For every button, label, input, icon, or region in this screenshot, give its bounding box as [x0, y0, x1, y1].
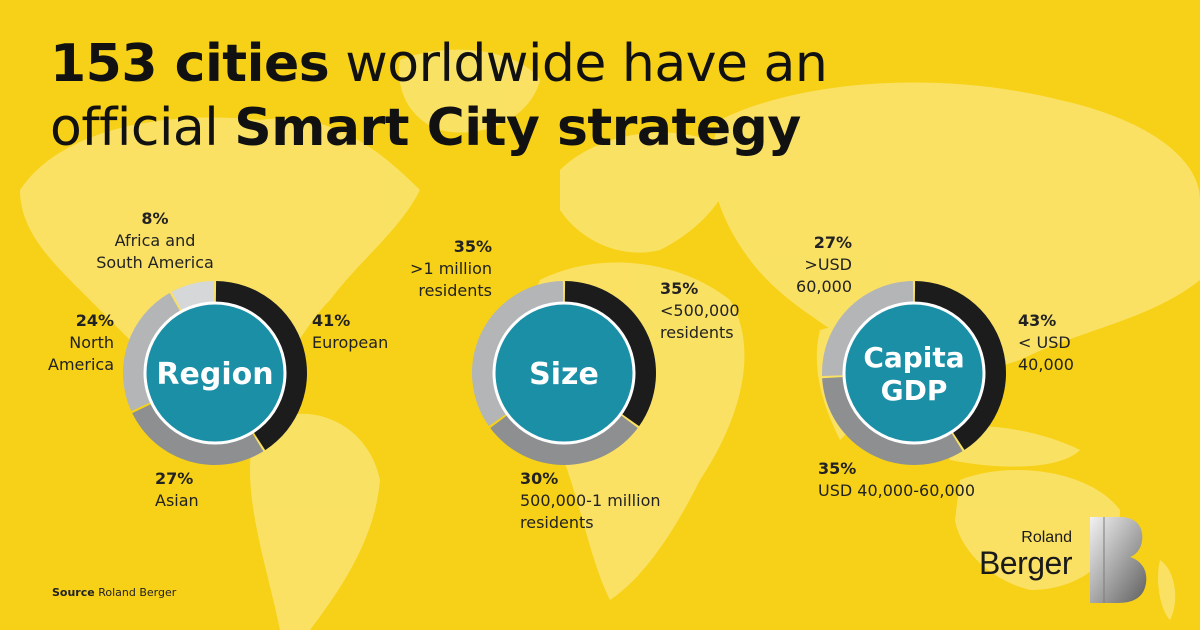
title-regular-2: official — [50, 98, 235, 158]
logo-text-roland: Roland — [1021, 529, 1072, 546]
logo-b-mark-icon: B — [1090, 517, 1147, 603]
label-text: Asian — [155, 491, 199, 510]
label-text: USD 40,000-60,000 — [818, 481, 976, 500]
donut-center-circle — [492, 301, 636, 445]
map-greenland — [399, 49, 540, 133]
label-text: European — [312, 333, 389, 352]
label-pct: 24% — [75, 311, 114, 330]
label-gdp-mid: 35% USD 40,000-60,000 — [818, 458, 1028, 502]
label-text: North — [69, 333, 114, 352]
map-south-america — [250, 413, 380, 630]
label-pct: 35% — [818, 459, 857, 478]
label-text: < USD — [1018, 333, 1071, 352]
label-gdp-low: 43% < USD 40,000 — [1018, 310, 1118, 376]
map-europe — [560, 132, 732, 253]
donut-center-label: Size — [529, 357, 599, 392]
label-text: <500,000 — [660, 301, 740, 320]
label-medium-cities: 30% 500,000-1 million residents — [520, 468, 720, 534]
label-text: South America — [96, 253, 214, 272]
label-pct: 43% — [1018, 311, 1057, 330]
donut-chart-region: Region — [123, 281, 307, 465]
donut-center-circle — [143, 301, 287, 445]
label-pct: 27% — [155, 469, 194, 488]
label-asian: 27% Asian — [155, 468, 275, 512]
donut-slice-1 — [490, 412, 638, 465]
source-label: Source — [52, 586, 95, 599]
donut-slice-2 — [822, 281, 914, 377]
donut-center-label-line2: GDP — [881, 374, 948, 407]
map-asia — [711, 82, 1200, 374]
label-pct: 8% — [141, 209, 169, 228]
label-text: America — [48, 355, 114, 374]
map-north-america — [20, 117, 420, 409]
donut-chart-capita-gdp: Capita GDP — [822, 281, 1006, 465]
label-pct: 35% — [660, 279, 699, 298]
label-africa-south-america: 8% Africa and South America — [55, 208, 255, 274]
donut-slice-0 — [914, 281, 1006, 450]
donut-center-circle — [842, 301, 986, 445]
donut-slice-0 — [215, 281, 307, 451]
page-title: 153 cities worldwide have an official Sm… — [50, 32, 828, 160]
roland-berger-logo: Roland Berger B — [962, 515, 1162, 605]
label-north-america: 24% North America — [0, 310, 114, 376]
title-bold-2: Smart City strategy — [234, 98, 801, 158]
label-text: residents — [418, 281, 492, 300]
label-text: residents — [660, 323, 734, 342]
title-bold-1: 153 cities — [50, 34, 330, 94]
label-text: >1 million — [410, 259, 492, 278]
label-european: 41% European — [312, 310, 432, 354]
map-new-zealand — [1158, 560, 1176, 620]
label-text: 60,000 — [796, 277, 852, 296]
donut-center-label: Region — [156, 357, 273, 392]
label-pct: 30% — [520, 469, 559, 488]
label-small-cities: 35% <500,000 residents — [660, 278, 820, 344]
label-text: 500,000-1 million — [520, 491, 661, 510]
label-text: Africa and — [114, 231, 196, 250]
label-text: >USD — [804, 255, 852, 274]
logo-text-berger: Berger — [978, 545, 1073, 581]
donut-chart-size: Size — [472, 281, 656, 465]
title-regular-1: worldwide have an — [329, 34, 828, 94]
source-text: Roland Berger — [94, 586, 177, 599]
label-pct: 41% — [312, 311, 351, 330]
donut-center-label-line1: Capita — [863, 341, 964, 374]
label-pct: 35% — [453, 237, 492, 256]
label-pct: 27% — [813, 233, 852, 252]
label-large-cities: 35% >1 million residents — [330, 236, 492, 302]
label-text: residents — [520, 513, 594, 532]
source-note: Source Roland Berger — [52, 586, 176, 599]
label-text: 40,000 — [1018, 355, 1074, 374]
label-gdp-high: 27% >USD 60,000 — [740, 232, 852, 298]
map-australia — [955, 470, 1120, 590]
